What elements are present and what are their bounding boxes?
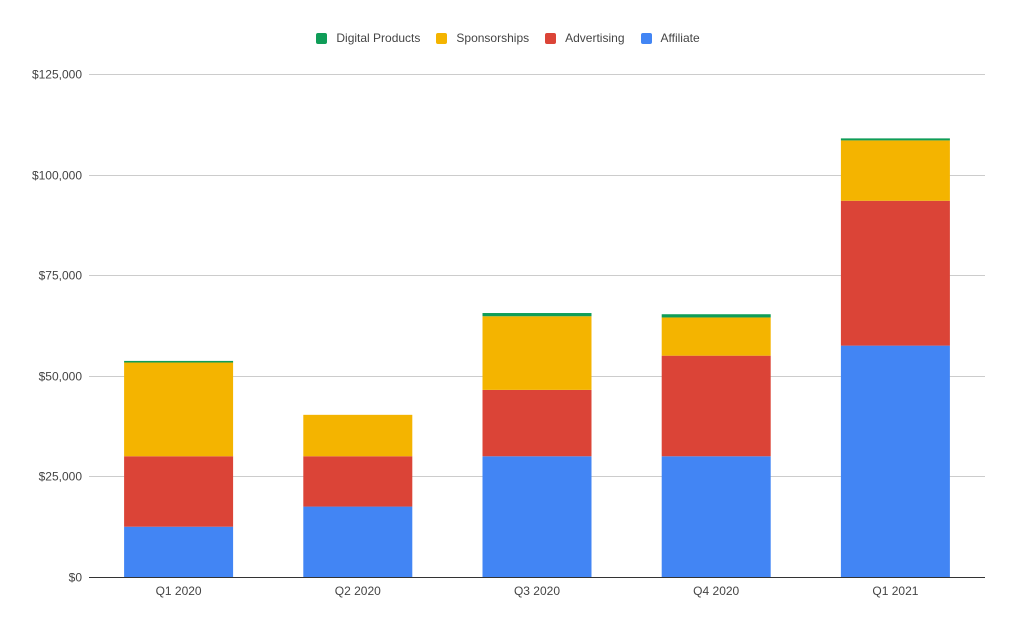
bar-segment-affiliate (124, 526, 234, 577)
bar-segment-sponsorships (124, 362, 234, 457)
bar-segment-affiliate (482, 456, 592, 577)
y-tick-label: $75,000 (39, 269, 83, 283)
x-tick-label: Q4 2020 (693, 584, 739, 598)
x-tick-label: Q1 2020 (156, 584, 202, 598)
legend-item-advertising: Advertising (545, 31, 625, 45)
bar-segment-advertising (840, 200, 950, 346)
x-tick-label: Q2 2020 (335, 584, 381, 598)
bar-segment-affiliate (840, 345, 950, 577)
y-tick-label: $25,000 (39, 470, 83, 484)
bar-segment-affiliate (303, 506, 413, 577)
legend-swatch (436, 32, 448, 44)
y-tick-label: $125,000 (32, 68, 82, 82)
legend-label: Digital Products (336, 31, 421, 45)
bar-segment-sponsorships (482, 316, 592, 390)
y-tick-label: $100,000 (32, 169, 82, 183)
bar-segment-digital-products (661, 314, 771, 318)
legend-label: Advertising (565, 31, 625, 45)
bar-segment-digital-products (124, 360, 234, 363)
bar-segment-advertising (482, 389, 592, 457)
legend-swatch (640, 32, 652, 44)
bar-segment-sponsorships (840, 140, 950, 201)
bar-segment-digital-products (840, 138, 950, 141)
legend-label: Sponsorships (456, 31, 530, 45)
bar-segment-advertising (124, 456, 234, 527)
x-tick-label: Q1 2021 (872, 584, 918, 598)
legend-swatch (545, 32, 557, 44)
bar-segment-advertising (303, 456, 413, 507)
legend-swatch (316, 32, 328, 44)
legend-item-digital-products: Digital Products (316, 31, 420, 45)
bar-segment-sponsorships (661, 317, 771, 356)
legend-label: Affiliate (660, 31, 700, 45)
x-tick-label: Q3 2020 (514, 584, 560, 598)
y-tick-label: $50,000 (39, 370, 83, 384)
y-tick-label: $0 (69, 571, 83, 585)
chart-legend: Digital Products Sponsorships Advertising A… (0, 31, 1016, 45)
legend-item-affiliate: Affiliate (640, 31, 700, 45)
legend-item-sponsorships: Sponsorships (436, 31, 529, 45)
bar-segment-advertising (661, 355, 771, 457)
bar-segment-affiliate (661, 456, 771, 577)
bar-segment-sponsorships (303, 414, 413, 457)
bar-segment-digital-products (482, 313, 592, 317)
